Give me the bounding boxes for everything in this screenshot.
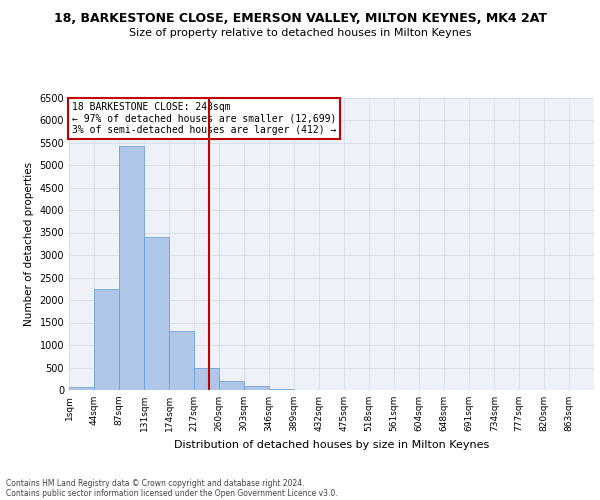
- Bar: [244, 386, 269, 390]
- Text: Contains public sector information licensed under the Open Government Licence v3: Contains public sector information licen…: [6, 488, 338, 498]
- Text: 18, BARKESTONE CLOSE, EMERSON VALLEY, MILTON KEYNES, MK4 2AT: 18, BARKESTONE CLOSE, EMERSON VALLEY, MI…: [53, 12, 547, 26]
- Text: Size of property relative to detached houses in Milton Keynes: Size of property relative to detached ho…: [129, 28, 471, 38]
- Text: Contains HM Land Registry data © Crown copyright and database right 2024.: Contains HM Land Registry data © Crown c…: [6, 478, 305, 488]
- Bar: [94, 289, 119, 390]
- Bar: [69, 386, 94, 390]
- Y-axis label: Number of detached properties: Number of detached properties: [24, 162, 34, 326]
- Bar: [169, 331, 194, 390]
- Bar: [219, 382, 244, 390]
- Bar: [194, 368, 219, 390]
- Text: 18 BARKESTONE CLOSE: 243sqm
← 97% of detached houses are smaller (12,699)
3% of : 18 BARKESTONE CLOSE: 243sqm ← 97% of det…: [71, 102, 336, 135]
- X-axis label: Distribution of detached houses by size in Milton Keynes: Distribution of detached houses by size …: [174, 440, 489, 450]
- Bar: [269, 389, 294, 390]
- Bar: [119, 146, 144, 390]
- Bar: [145, 238, 169, 390]
